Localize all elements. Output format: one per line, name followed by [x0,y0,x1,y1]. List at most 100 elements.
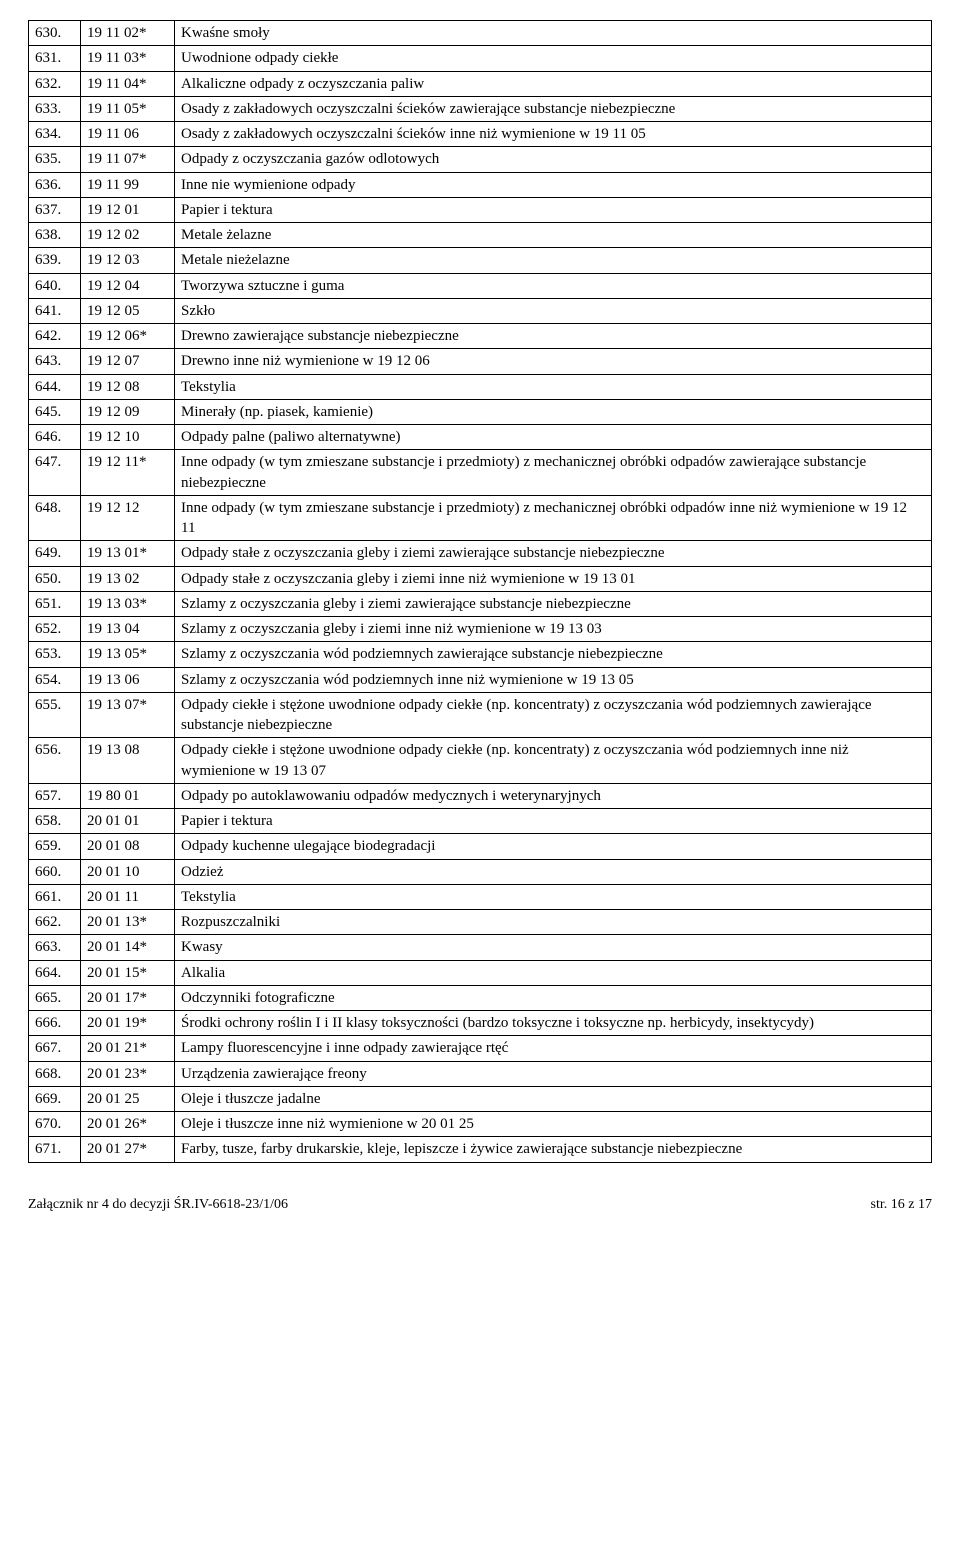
row-number: 638. [29,223,81,248]
waste-code: 19 13 03* [81,591,175,616]
waste-description: Odczynniki fotograficzne [175,985,932,1010]
waste-code: 20 01 15* [81,960,175,985]
table-row: 671.20 01 27*Farby, tusze, farby drukars… [29,1137,932,1162]
table-row: 651.19 13 03*Szlamy z oczyszczania gleby… [29,591,932,616]
row-number: 647. [29,450,81,496]
table-row: 668.20 01 23*Urządzenia zawierające freo… [29,1061,932,1086]
table-row: 647.19 12 11*Inne odpady (w tym zmieszan… [29,450,932,496]
waste-description: Odpady ciekłe i stężone uwodnione odpady… [175,738,932,784]
table-row: 630.19 11 02*Kwaśne smoły [29,21,932,46]
row-number: 632. [29,71,81,96]
table-row: 666.20 01 19*Środki ochrony roślin I i I… [29,1011,932,1036]
waste-code: 19 11 99 [81,172,175,197]
table-row: 664.20 01 15*Alkalia [29,960,932,985]
waste-description: Szlamy z oczyszczania wód podziemnych za… [175,642,932,667]
table-row: 633.19 11 05*Osady z zakładowych oczyszc… [29,96,932,121]
row-number: 636. [29,172,81,197]
waste-code: 19 11 03* [81,46,175,71]
waste-description: Osady z zakładowych oczyszczalni ścieków… [175,122,932,147]
row-number: 643. [29,349,81,374]
row-number: 653. [29,642,81,667]
row-number: 665. [29,985,81,1010]
table-row: 665.20 01 17*Odczynniki fotograficzne [29,985,932,1010]
waste-code: 20 01 19* [81,1011,175,1036]
waste-description: Papier i tektura [175,809,932,834]
waste-code: 19 12 02 [81,223,175,248]
row-number: 631. [29,46,81,71]
waste-description: Urządzenia zawierające freony [175,1061,932,1086]
table-row: 637.19 12 01Papier i tektura [29,197,932,222]
waste-code: 19 12 03 [81,248,175,273]
table-row: 659.20 01 08Odpady kuchenne ulegające bi… [29,834,932,859]
waste-description: Inne odpady (w tym zmieszane substancje … [175,495,932,541]
row-number: 637. [29,197,81,222]
waste-description: Szlamy z oczyszczania wód podziemnych in… [175,667,932,692]
waste-description: Farby, tusze, farby drukarskie, kleje, l… [175,1137,932,1162]
row-number: 646. [29,425,81,450]
row-number: 649. [29,541,81,566]
footer-right: str. 16 z 17 [871,1197,932,1213]
waste-description: Odpady z oczyszczania gazów odlotowych [175,147,932,172]
waste-description: Drewno zawierające substancje niebezpiec… [175,324,932,349]
waste-description: Odpady stałe z oczyszczania gleby i ziem… [175,566,932,591]
waste-code: 19 12 08 [81,374,175,399]
waste-description: Osady z zakładowych oczyszczalni ścieków… [175,96,932,121]
row-number: 671. [29,1137,81,1162]
waste-description: Odpady po autoklawowaniu odpadów medyczn… [175,783,932,808]
waste-code: 19 13 07* [81,692,175,738]
table-row: 631.19 11 03*Uwodnione odpady ciekłe [29,46,932,71]
waste-code: 19 12 07 [81,349,175,374]
table-row: 667.20 01 21*Lampy fluorescencyjne i inn… [29,1036,932,1061]
waste-description: Lampy fluorescencyjne i inne odpady zawi… [175,1036,932,1061]
table-row: 655.19 13 07*Odpady ciekłe i stężone uwo… [29,692,932,738]
row-number: 651. [29,591,81,616]
row-number: 666. [29,1011,81,1036]
waste-code: 19 13 01* [81,541,175,566]
waste-description: Odpady kuchenne ulegające biodegradacji [175,834,932,859]
table-row: 641.19 12 05Szkło [29,298,932,323]
table-row: 639.19 12 03Metale nieżelazne [29,248,932,273]
waste-description: Szlamy z oczyszczania gleby i ziemi zawi… [175,591,932,616]
waste-description: Odpady ciekłe i stężone uwodnione odpady… [175,692,932,738]
row-number: 641. [29,298,81,323]
row-number: 640. [29,273,81,298]
table-row: 632.19 11 04*Alkaliczne odpady z oczyszc… [29,71,932,96]
waste-description: Oleje i tłuszcze inne niż wymienione w 2… [175,1112,932,1137]
waste-code: 19 13 08 [81,738,175,784]
waste-description: Drewno inne niż wymienione w 19 12 06 [175,349,932,374]
table-row: 635.19 11 07*Odpady z oczyszczania gazów… [29,147,932,172]
waste-code: 20 01 13* [81,910,175,935]
table-row: 669.20 01 25Oleje i tłuszcze jadalne [29,1086,932,1111]
table-row: 636.19 11 99Inne nie wymienione odpady [29,172,932,197]
waste-code: 20 01 27* [81,1137,175,1162]
table-row: 661.20 01 11Tekstylia [29,884,932,909]
table-row: 638.19 12 02Metale żelazne [29,223,932,248]
waste-code: 20 01 25 [81,1086,175,1111]
footer-left: Załącznik nr 4 do decyzji ŚR.IV-6618-23/… [28,1197,288,1213]
waste-description: Kwasy [175,935,932,960]
table-row: 640.19 12 04Tworzywa sztuczne i guma [29,273,932,298]
waste-description: Środki ochrony roślin I i II klasy toksy… [175,1011,932,1036]
page-footer: Załącznik nr 4 do decyzji ŚR.IV-6618-23/… [28,1197,932,1213]
waste-code: 19 11 06 [81,122,175,147]
waste-code: 19 13 04 [81,617,175,642]
waste-code: 20 01 01 [81,809,175,834]
table-row: 660.20 01 10Odzież [29,859,932,884]
table-row: 654.19 13 06Szlamy z oczyszczania wód po… [29,667,932,692]
row-number: 644. [29,374,81,399]
waste-description: Uwodnione odpady ciekłe [175,46,932,71]
waste-description: Odpady stałe z oczyszczania gleby i ziem… [175,541,932,566]
waste-code: 20 01 10 [81,859,175,884]
table-row: 670.20 01 26*Oleje i tłuszcze inne niż w… [29,1112,932,1137]
table-row: 653.19 13 05*Szlamy z oczyszczania wód p… [29,642,932,667]
waste-description: Metale żelazne [175,223,932,248]
waste-description: Inne nie wymienione odpady [175,172,932,197]
waste-code: 20 01 14* [81,935,175,960]
waste-code: 19 12 04 [81,273,175,298]
waste-codes-table: 630.19 11 02*Kwaśne smoły631.19 11 03*Uw… [28,20,932,1163]
row-number: 650. [29,566,81,591]
waste-code: 20 01 11 [81,884,175,909]
row-number: 639. [29,248,81,273]
waste-description: Tekstylia [175,374,932,399]
waste-code: 19 11 07* [81,147,175,172]
